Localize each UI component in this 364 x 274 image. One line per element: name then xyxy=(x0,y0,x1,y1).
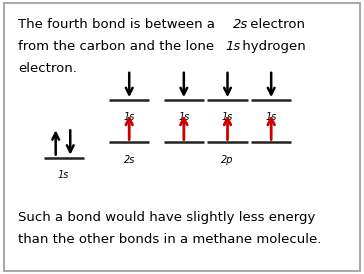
Text: hydrogen: hydrogen xyxy=(238,40,306,53)
Text: 1s: 1s xyxy=(222,112,233,122)
Text: The fourth bond is between a: The fourth bond is between a xyxy=(18,18,219,31)
Text: 1s: 1s xyxy=(265,112,277,122)
Text: 1s: 1s xyxy=(178,112,190,122)
Text: 2p: 2p xyxy=(221,155,234,165)
Text: 1s: 1s xyxy=(123,112,135,122)
Text: than the other bonds in a methane molecule.: than the other bonds in a methane molecu… xyxy=(18,233,321,246)
Text: Such a bond would have slightly less energy: Such a bond would have slightly less ene… xyxy=(18,211,316,224)
Text: electron.: electron. xyxy=(18,62,77,75)
Text: electron: electron xyxy=(246,18,305,31)
Text: from the carbon and the lone: from the carbon and the lone xyxy=(18,40,218,53)
Text: 1s: 1s xyxy=(58,170,70,180)
Text: 2s: 2s xyxy=(123,155,135,165)
Text: 1s: 1s xyxy=(225,40,240,53)
Text: 2s: 2s xyxy=(233,18,248,31)
